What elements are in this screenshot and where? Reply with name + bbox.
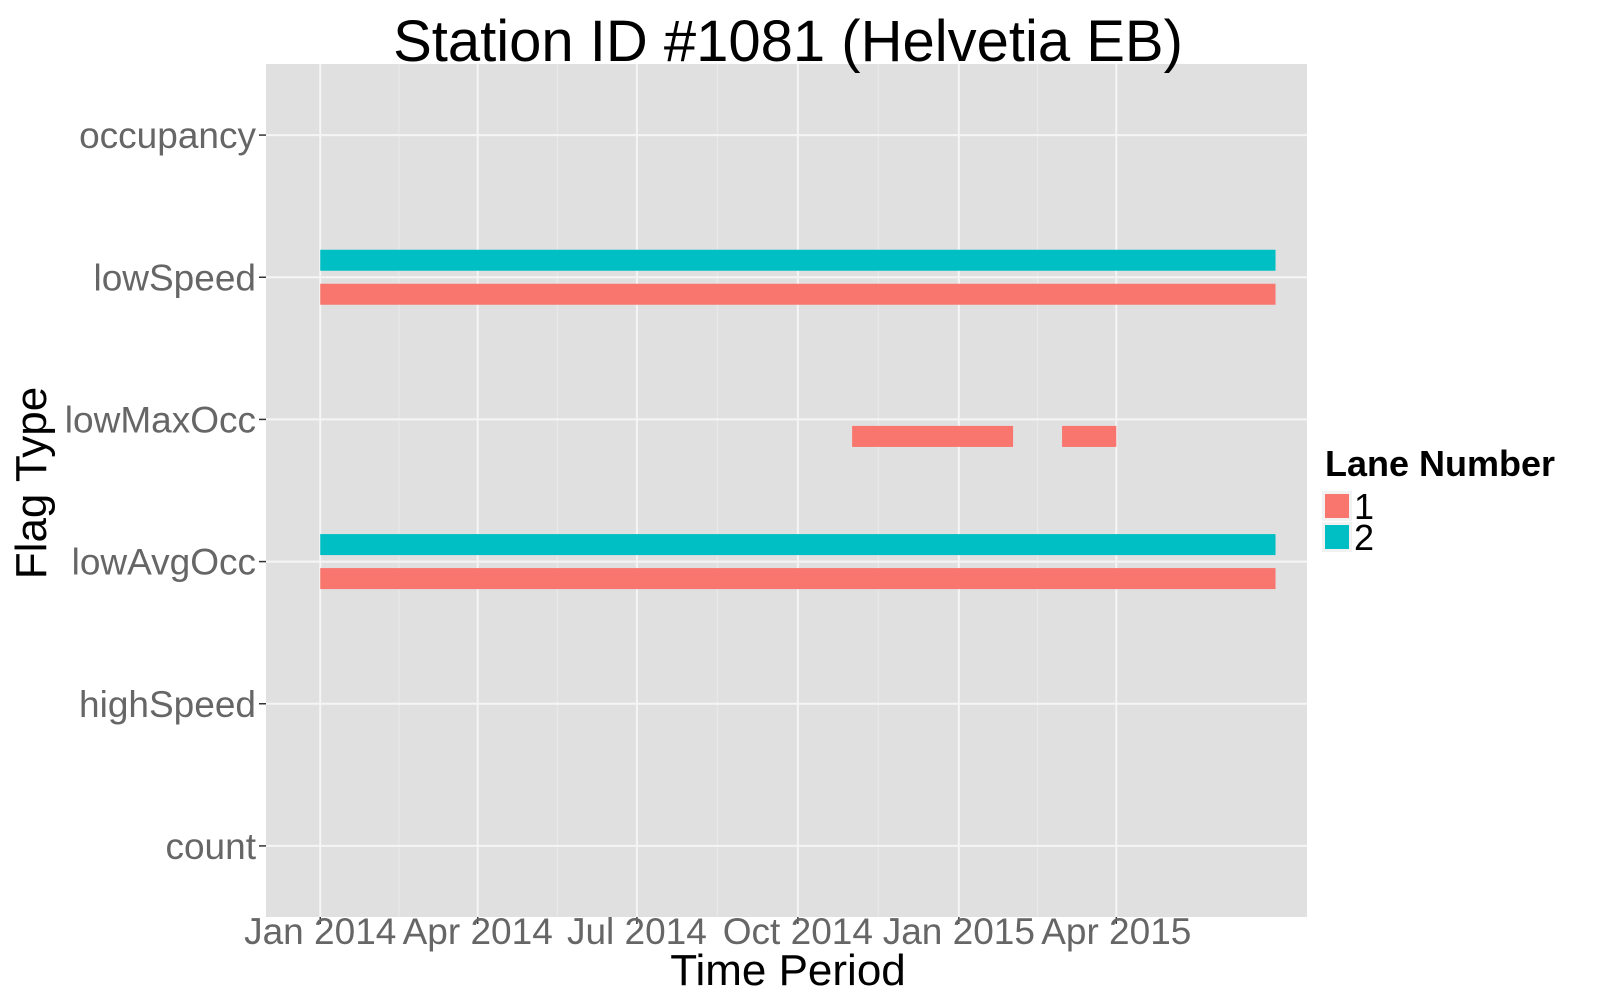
interval-bars: [320, 249, 1276, 590]
x-tick-label: Apr 2014: [403, 911, 553, 952]
interval-bar-lane-2: [320, 249, 1276, 271]
legend-label: 2: [1354, 517, 1374, 558]
y-axis-title: Flag Type: [7, 387, 56, 579]
x-tick-label: Apr 2015: [1041, 911, 1191, 952]
interval-bar-lane-1: [320, 283, 1276, 305]
x-axis-title: Time Period: [670, 946, 906, 995]
y-tick-label: count: [165, 826, 256, 867]
legend-title: Lane Number: [1325, 443, 1555, 484]
interval-bar-lane-1: [1062, 425, 1117, 447]
chart-title: Station ID #1081 (Helvetia EB): [393, 9, 1183, 74]
legend-key: [1325, 494, 1349, 518]
x-tick-label: Jan 2014: [244, 911, 396, 952]
legend: Lane Number 12: [1322, 443, 1555, 558]
y-axis-ticks: count highSpeed lowAvgOcc lowMaxOcc lowSpeed…: [65, 115, 266, 867]
legend-label: 1: [1354, 486, 1374, 527]
y-tick-label: lowSpeed: [93, 257, 256, 298]
interval-bar-lane-1: [320, 568, 1276, 590]
interval-bar-lane-1: [852, 425, 1014, 447]
x-tick-label: Jul 2014: [567, 911, 707, 952]
y-tick-label: highSpeed: [79, 684, 256, 725]
legend-entries: 12: [1322, 486, 1374, 558]
interval-bar-lane-2: [320, 534, 1276, 556]
x-axis-ticks: Jan 2014 Apr 2014 Jul 2014 Oct 2014 Jan 2015…: [244, 911, 1191, 952]
x-tick-label: Oct 2014: [723, 911, 873, 952]
y-tick-label: occupancy: [79, 115, 256, 156]
x-tick-label: Jan 2015: [883, 911, 1035, 952]
legend-key: [1325, 525, 1349, 549]
plot-panel: [266, 64, 1307, 917]
y-tick-label: lowMaxOcc: [65, 399, 256, 440]
major-gridlines: [266, 64, 1307, 917]
y-tick-label: lowAvgOcc: [72, 542, 256, 583]
minor-gridlines: [398, 64, 1039, 917]
